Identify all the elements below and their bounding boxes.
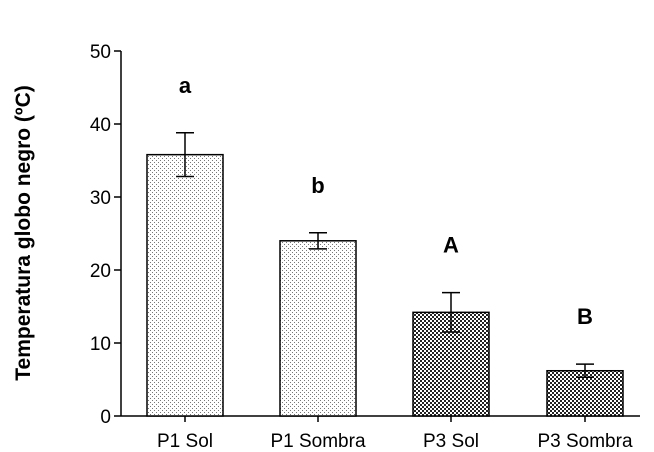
x-tick-label: P1 Sol bbox=[157, 431, 213, 452]
y-tick-label: 10 bbox=[90, 334, 111, 355]
x-tick-label: P1 Sombra bbox=[270, 431, 365, 452]
y-tick-label: 30 bbox=[90, 188, 111, 209]
y-tick-label: 20 bbox=[90, 261, 111, 282]
significance-label: B bbox=[577, 304, 593, 329]
y-tick-label: 50 bbox=[90, 42, 111, 63]
significance-label: A bbox=[443, 233, 459, 258]
y-tick-label: 0 bbox=[100, 407, 111, 428]
significance-label: b bbox=[311, 173, 324, 198]
x-tick-label: P3 Sombra bbox=[537, 431, 632, 452]
y-tick-label: 40 bbox=[90, 115, 111, 136]
bars: a b A B bbox=[146, 73, 624, 417]
y-axis-label: Temperatura globo negro (ºC) bbox=[12, 85, 35, 380]
bar bbox=[146, 153, 224, 417]
axes: 0 10 20 30 40 50 P1 Sol P1 Sombra P3 Sol P3 Sombr… bbox=[90, 42, 640, 452]
significance-label: a bbox=[179, 73, 192, 98]
x-tick-label: P3 Sol bbox=[423, 431, 479, 452]
bar bbox=[279, 240, 357, 417]
